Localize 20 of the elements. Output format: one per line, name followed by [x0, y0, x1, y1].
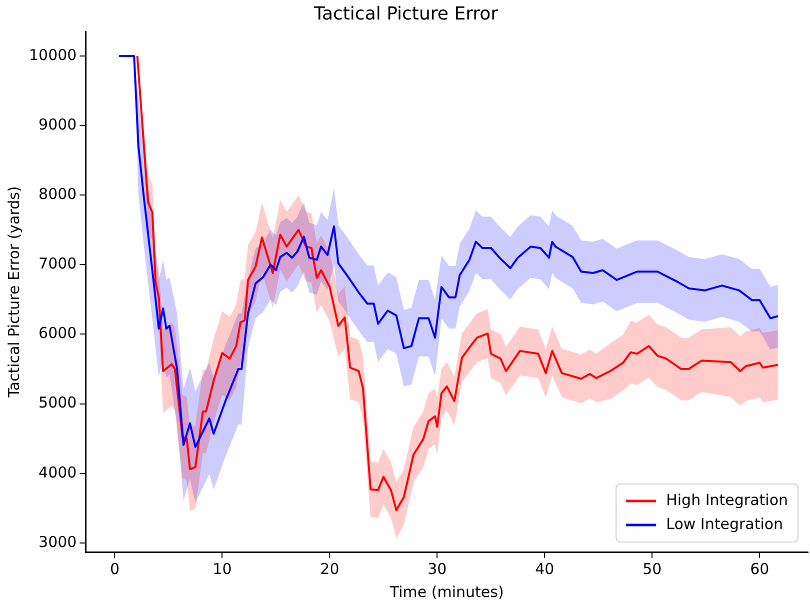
x-tick-label: 20 [320, 560, 340, 578]
x-axis-title: Time (minutes) [388, 582, 504, 601]
legend-label: Low Integration [666, 514, 784, 533]
legend-label: High Integration [666, 490, 788, 509]
y-axis-title: Tactical Picture Error (yards) [4, 186, 23, 398]
y-tick-label: 4000 [38, 463, 77, 482]
x-tick-label: 60 [750, 560, 770, 578]
y-tick-label: 8000 [38, 184, 77, 203]
y-tick-label: 3000 [38, 532, 77, 551]
y-tick-label: 6000 [38, 324, 77, 342]
x-tick-label: 40 [535, 560, 554, 578]
y-tick-label: 10000 [29, 46, 77, 64]
x-tick-label: 0 [110, 560, 120, 578]
x-tick-label: 30 [428, 560, 447, 578]
x-tick-label: 10 [212, 560, 232, 578]
chart-title: Tactical Picture Error [312, 3, 499, 24]
y-tick-label: 9000 [38, 115, 77, 134]
y-tick-label: 7000 [38, 254, 77, 273]
x-tick-label: 50 [642, 560, 662, 578]
y-tick-label: 5000 [38, 394, 77, 412]
